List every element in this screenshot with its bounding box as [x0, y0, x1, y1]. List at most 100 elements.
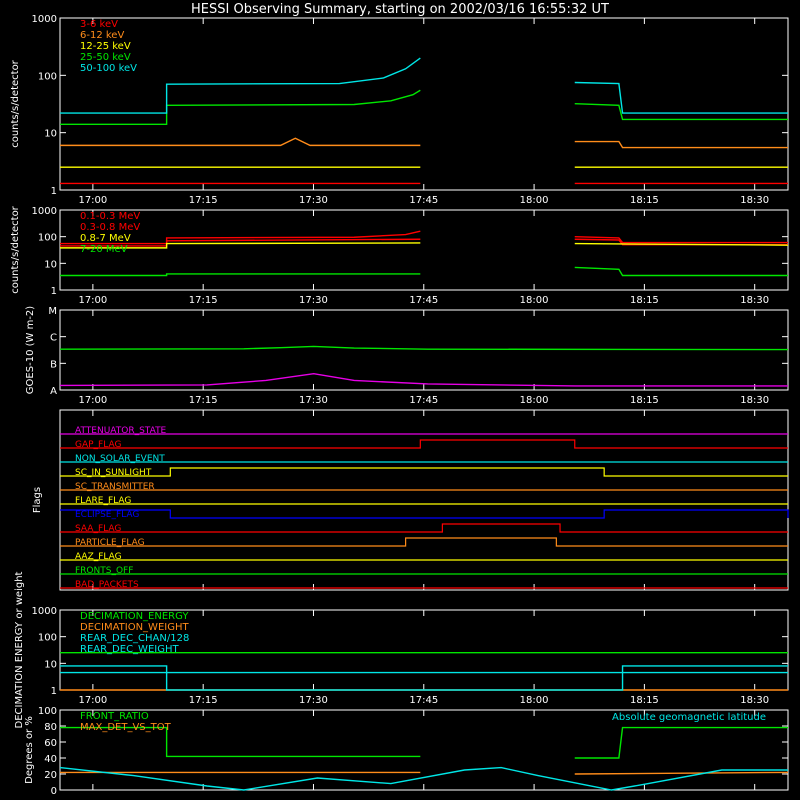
x-tick-label: 17:15: [189, 195, 218, 206]
y-axis-label: Degrees or %: [24, 716, 35, 784]
x-tick-label: 17:45: [409, 195, 438, 206]
flag-line: [60, 523, 788, 533]
series-line: [59, 345, 789, 351]
y-tick-label: C: [50, 333, 57, 344]
legend-entry: DECIMATION_WEIGHT: [80, 622, 189, 633]
x-tick-label: 17:15: [189, 695, 218, 706]
series-line: [59, 373, 788, 387]
flag-line: [60, 467, 788, 477]
y-axis-label: counts/s/detector: [10, 59, 21, 147]
legend-entry: Absolute geomagnetic latitude: [612, 712, 766, 723]
series-line: [60, 137, 421, 147]
series-line: [574, 140, 788, 149]
series-line: [60, 57, 421, 114]
y-tick-label: 100: [38, 233, 57, 244]
flag-line: [60, 439, 788, 449]
series-line: [574, 81, 788, 114]
x-tick-label: 18:30: [740, 295, 769, 306]
y-tick-label: 10: [44, 129, 57, 140]
series-line: [60, 726, 421, 758]
x-tick-label: 18:00: [520, 295, 549, 306]
series-line: [574, 242, 789, 246]
series-line: [60, 89, 421, 125]
x-tick-label: 17:45: [409, 695, 438, 706]
flag-line: [60, 509, 789, 519]
legend-entry: FRONT_RATIO: [80, 711, 149, 722]
figure-title: HESSI Observing Summary, starting on 200…: [191, 2, 609, 17]
y-tick-label: 1000: [32, 14, 57, 25]
y-axis-label: GOES-10 (W m-2): [25, 306, 36, 394]
flag-label: GAP_FLAG: [75, 440, 121, 450]
legend-entry: REAR_DEC_WEIGHT: [80, 644, 179, 655]
legend-entry: 0.1-0.3 MeV: [80, 211, 140, 222]
legend-entry: REAR_DEC_CHAN/128: [80, 633, 189, 644]
legend-entry: 50-100 keV: [80, 63, 137, 74]
y-tick-label: 80: [44, 722, 57, 733]
y-tick-label: B: [50, 359, 57, 370]
x-tick-label: 18:00: [520, 195, 549, 206]
y-tick-label: 0: [51, 786, 57, 797]
legend-entry: DECIMATION_ENERGY: [80, 611, 189, 622]
y-tick-label: 1000: [32, 606, 57, 617]
x-tick-label: 18:00: [520, 395, 549, 406]
series-line: [574, 771, 789, 775]
y-tick-label: 10: [44, 259, 57, 270]
series-line: [60, 242, 421, 249]
flag-label: NON_SOLAR_EVENT: [75, 454, 165, 464]
y-tick-label: 40: [44, 754, 57, 765]
x-tick-label: 18:30: [740, 195, 769, 206]
y-tick-label: 100: [38, 633, 57, 644]
x-tick-label: 17:00: [78, 195, 107, 206]
y-axis-label: DECIMATION ENERGY or weight: [14, 571, 25, 728]
series-line: [574, 235, 788, 244]
x-tick-label: 17:45: [409, 395, 438, 406]
flag-label: BAD_PACKETS: [75, 580, 139, 590]
legend-entry: MAX_DET_VS_TOT: [80, 722, 172, 733]
series-line: [60, 665, 788, 691]
flag-label: SC_TRANSMITTER: [75, 482, 155, 492]
y-tick-label: A: [50, 386, 57, 397]
flag-label: AAZ_FLAG: [75, 552, 122, 562]
series-line: [574, 266, 788, 277]
x-tick-label: 17:15: [189, 395, 218, 406]
x-tick-label: 17:30: [299, 195, 328, 206]
series-line: [574, 726, 788, 759]
series-line: [60, 273, 421, 277]
flag-line: [60, 537, 788, 547]
x-tick-label: 18:15: [630, 195, 659, 206]
y-axis-label: Flags: [32, 487, 43, 513]
y-tick-label: M: [48, 306, 57, 317]
x-tick-label: 17:00: [78, 295, 107, 306]
x-tick-label: 18:15: [630, 395, 659, 406]
flag-label: SC_IN_SUNLIGHT: [75, 468, 152, 478]
flag-label: SAA_FLAG: [75, 524, 121, 534]
x-tick-label: 18:15: [630, 695, 659, 706]
legend-entry: 0.8-7 MeV: [80, 233, 131, 244]
x-tick-label: 18:00: [520, 695, 549, 706]
x-tick-label: 17:00: [78, 695, 107, 706]
x-tick-label: 17:45: [409, 295, 438, 306]
legend-entry: 6-12 keV: [80, 30, 124, 41]
x-tick-label: 18:30: [740, 395, 769, 406]
series-line: [60, 230, 421, 245]
y-tick-label: 1: [51, 686, 57, 697]
flag-label: PARTICLE_FLAG: [75, 538, 145, 548]
y-tick-label: 10: [44, 659, 57, 670]
legend-entry: 7-20 MeV: [80, 244, 128, 255]
y-tick-label: 1000: [32, 206, 57, 217]
legend-entry: 3-6 keV: [80, 19, 118, 30]
y-axis-label: counts/s/detector: [10, 205, 21, 293]
legend-entry: 12-25 keV: [80, 41, 131, 52]
series-line: [574, 103, 788, 121]
flag-label: ECLIPSE_FLAG: [75, 510, 139, 520]
y-tick-label: 100: [38, 71, 57, 82]
series-line: [59, 766, 788, 791]
x-tick-label: 17:30: [299, 295, 328, 306]
x-tick-label: 18:15: [630, 295, 659, 306]
legend-entry: 0.3-0.8 MeV: [80, 222, 140, 233]
flag-label: FLARE_FLAG: [75, 496, 131, 506]
y-tick-label: 20: [44, 770, 57, 781]
flag-label: ATTENUATOR_STATE: [75, 426, 167, 436]
